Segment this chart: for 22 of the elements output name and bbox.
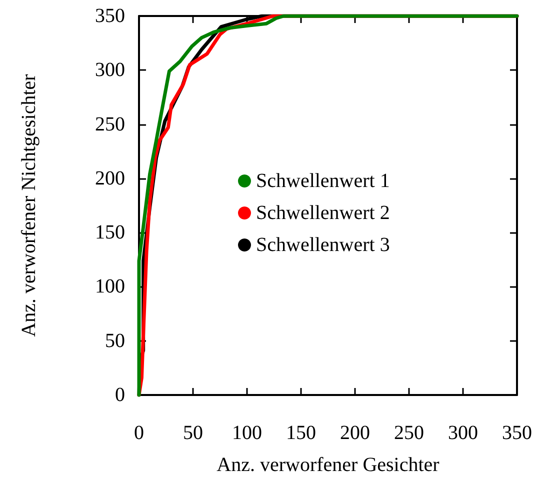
legend-label: Schwellenwert 3: [256, 234, 390, 256]
x-tick-label: 100: [232, 422, 262, 444]
y-tick-label: 50: [105, 330, 125, 352]
y-tick-label: 250: [95, 113, 125, 136]
x-tick-label: 350: [502, 422, 532, 444]
x-tick-label: 250: [394, 422, 424, 444]
x-tick-label: 200: [340, 422, 370, 444]
y-axis-title: Anz. verworfener Nichtgesichter: [18, 74, 40, 337]
x-tick-label: 300: [448, 422, 478, 444]
x-axis-title: Anz. verworfener Gesichter: [216, 454, 440, 476]
y-tick-label: 0: [115, 384, 125, 406]
y-tick-label: 300: [95, 59, 125, 82]
y-tick-label: 200: [95, 167, 125, 190]
line-series: [137, 14, 519, 397]
y-tick-label: 100: [95, 276, 125, 298]
x-tick-label: 0: [134, 422, 144, 444]
x-tick-label: 50: [183, 422, 203, 444]
y-tick-label: 350: [95, 5, 125, 27]
legend-label: Schwellenwert 1: [256, 170, 390, 192]
y-tick-label: 150: [95, 222, 125, 244]
legend-label: Schwellenwert 2: [256, 202, 390, 224]
x-tick-label: 150: [286, 422, 316, 444]
